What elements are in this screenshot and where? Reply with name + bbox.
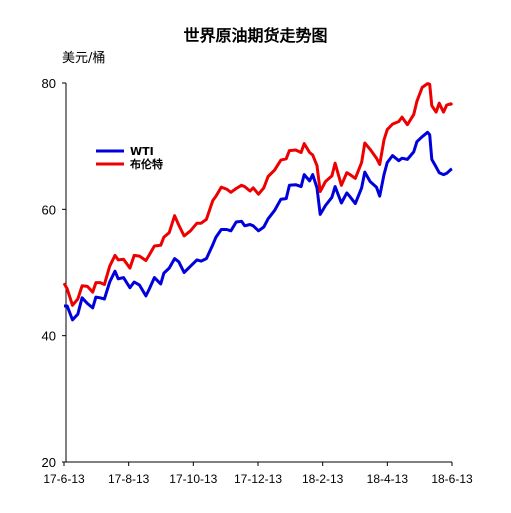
- legend-label-wti: WTI: [130, 145, 154, 158]
- axes: 20 40 60 80 17-6-13 17-8-13 17-10-13 17-12-13 18…: [42, 76, 473, 486]
- x-tick-label: 17-6-13: [43, 472, 85, 486]
- y-tick-label: 20: [42, 455, 56, 470]
- y-tick-label: 80: [42, 76, 56, 91]
- x-tick-label: 17-8-13: [108, 472, 150, 486]
- x-tick-label: 18-4-13: [367, 472, 409, 486]
- x-tick-label: 18-6-13: [431, 472, 473, 486]
- series-line-brent: [62, 82, 454, 307]
- series-layer: [62, 82, 454, 322]
- y-tick-label: 40: [42, 329, 56, 344]
- series-line-wti: [64, 130, 453, 322]
- x-tick-label: 17-10-13: [169, 472, 217, 486]
- x-tick-label: 18-2-13: [302, 472, 344, 486]
- y-tick-label: 60: [42, 202, 56, 217]
- chart-title: 世界原油期货走势图: [183, 26, 328, 45]
- y-axis-unit-label: 美元/桶: [62, 51, 106, 66]
- x-tick-label: 17-12-13: [234, 472, 282, 486]
- legend-label-brent: 布伦特: [130, 157, 163, 171]
